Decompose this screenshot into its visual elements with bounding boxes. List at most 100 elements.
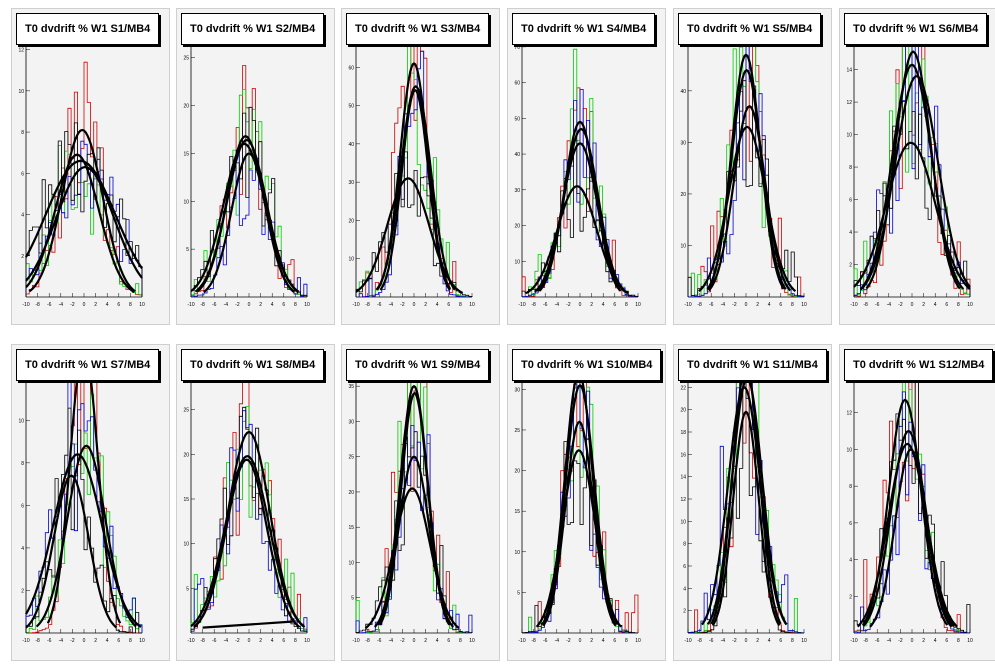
x-tick-label: -4: [887, 302, 892, 308]
x-tick-label: -2: [732, 302, 737, 308]
histogram-pad-10: -10 -8 -6 -4 -2 0 2 4 6 8 10 5 10 15 20 25 30 T0 dvdrift …: [507, 344, 666, 661]
x-tick-label: 10: [635, 302, 641, 308]
y-tick-label: 50: [348, 104, 354, 110]
x-tick-label: -4: [224, 302, 229, 308]
x-tick-label: 2: [756, 302, 759, 308]
x-tick-label: -8: [365, 302, 370, 308]
x-tick-label: 10: [967, 302, 973, 308]
y-tick-label: 4: [21, 546, 24, 552]
x-tick-label: -10: [22, 302, 29, 308]
histogram-black: [190, 406, 308, 633]
x-tick-label: 8: [129, 302, 132, 308]
y-tick-label: 8: [849, 165, 852, 171]
x-tick-label: -6: [709, 302, 714, 308]
y-tick-label: 2: [849, 263, 852, 269]
fit-curve: [698, 125, 797, 293]
x-tick-label: -8: [200, 302, 205, 308]
y-tick-label: 15: [183, 497, 189, 503]
histogram-pad-1: -10 -8 -6 -4 -2 0 2 4 6 8 10 2 4 6 8 10 12 T0 dvdrift % W…: [11, 8, 170, 325]
y-tick-label: 10: [514, 259, 520, 265]
x-tick-label: 6: [282, 638, 285, 644]
fit-curve: [190, 455, 306, 628]
y-tick-label: 30: [514, 188, 520, 194]
x-tick-label: -4: [721, 638, 726, 644]
y-tick-label: 5: [517, 590, 520, 596]
y-tick-label: 4: [21, 213, 24, 219]
x-tick-label: 4: [271, 638, 274, 644]
x-tick-label: -2: [70, 638, 75, 644]
histogram-pad-9: -10 -8 -6 -4 -2 0 2 4 6 8 10 5 10 15 20 25 30 35 T0 dvdrif…: [341, 344, 500, 661]
y-tick-label: 10: [18, 89, 24, 95]
y-tick-label: 15: [183, 151, 189, 157]
x-tick-label: 2: [590, 302, 593, 308]
x-tick-label: 2: [922, 302, 925, 308]
x-tick-label: 8: [129, 638, 132, 644]
x-tick-label: -6: [875, 638, 880, 644]
histogram-black: [688, 364, 804, 634]
x-tick-label: -2: [400, 638, 405, 644]
y-tick-label: 2: [849, 594, 852, 600]
y-tick-label: 2: [21, 588, 24, 594]
histogram-red: [356, 28, 473, 298]
histogram-blue: [522, 373, 638, 634]
y-tick-label: 12: [680, 497, 686, 503]
x-tick-label: -4: [59, 302, 64, 308]
y-tick-label: 8: [683, 542, 686, 548]
x-tick-label: -6: [212, 302, 217, 308]
y-tick-label: 50: [514, 116, 520, 122]
x-tick-label: 8: [957, 638, 960, 644]
x-tick-label: 0: [413, 302, 416, 308]
x-tick-label: -8: [697, 302, 702, 308]
histogram-plot: -10 -8 -6 -4 -2 0 2 4 6 8 10 2 4 6 8 10 12 14 16 18 20 22: [680, 363, 807, 644]
histogram-pad-2: -10 -8 -6 -4 -2 0 2 4 6 8 10 5 10 15 20 25 T0 dvdrift % …: [176, 8, 335, 325]
y-tick-label: 6: [21, 503, 24, 509]
fit-curve: [701, 385, 788, 626]
x-tick-label: -6: [543, 302, 548, 308]
x-tick-label: -2: [566, 302, 571, 308]
x-tick-label: -4: [59, 638, 64, 644]
x-tick-label: -10: [518, 638, 525, 644]
x-tick-label: 2: [922, 638, 925, 644]
pad-title: T0 dvdrift % W1 S11/MB4: [678, 349, 827, 381]
y-tick-label: 10: [183, 199, 189, 205]
x-tick-label: 4: [436, 638, 439, 644]
y-tick-label: 40: [514, 152, 520, 158]
histogram-pad-3: -10 -8 -6 -4 -2 0 2 4 6 8 10 10 20 30 40 50 60 T0 dvdrift…: [341, 8, 500, 325]
x-tick-label: -8: [863, 638, 868, 644]
x-tick-label: -2: [732, 638, 737, 644]
y-tick-label: 20: [514, 469, 520, 475]
pad-title: T0 dvdrift % W1 S6/MB4: [844, 13, 988, 45]
x-tick-label: -10: [684, 638, 691, 644]
x-tick-label: 0: [745, 638, 748, 644]
y-tick-label: 10: [183, 542, 189, 548]
histogram-pad-11: -10 -8 -6 -4 -2 0 2 4 6 8 10 2 4 6 8 10 12 14 16 18 20 22 T0 d…: [673, 344, 832, 661]
x-tick-label: -8: [365, 638, 370, 644]
y-tick-label: 10: [348, 560, 354, 566]
histogram-black: [25, 122, 143, 297]
y-tick-label: 12: [18, 48, 24, 54]
x-tick-label: 10: [304, 302, 310, 308]
baseline-fit: [202, 620, 296, 629]
x-tick-label: 10: [139, 302, 145, 308]
histogram-green: [355, 39, 473, 298]
x-tick-label: -8: [531, 638, 536, 644]
x-tick-label: -10: [22, 638, 29, 644]
y-tick-label: 10: [846, 447, 852, 453]
x-tick-label: 10: [967, 638, 973, 644]
y-tick-label: 8: [849, 484, 852, 490]
y-tick-label: 30: [348, 419, 354, 425]
x-tick-label: -8: [200, 638, 205, 644]
x-tick-label: 10: [801, 302, 807, 308]
x-tick-label: 6: [613, 302, 616, 308]
x-tick-label: 6: [117, 302, 120, 308]
y-tick-label: 60: [348, 65, 354, 71]
y-tick-label: 16: [680, 452, 686, 458]
fit-curve: [860, 75, 971, 291]
x-tick-label: -10: [850, 302, 857, 308]
histogram-blue: [190, 410, 308, 633]
x-tick-label: -10: [187, 302, 194, 308]
fit-curve: [25, 159, 143, 270]
